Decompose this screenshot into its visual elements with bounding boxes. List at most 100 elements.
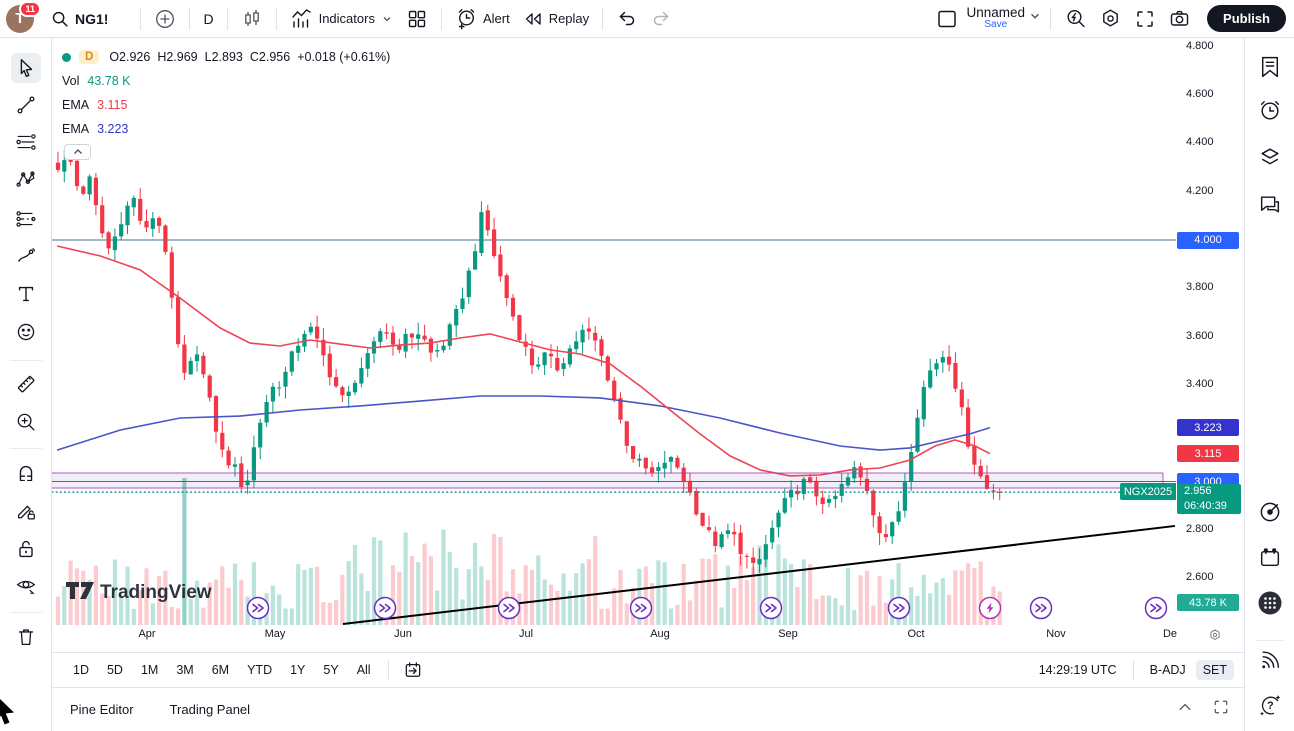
ema-slow-row[interactable]: EMA 3.223 [62, 120, 397, 138]
chart-style-button[interactable] [235, 4, 269, 34]
undo-button[interactable] [610, 4, 644, 34]
layout-name-block[interactable]: Unnamed Save [967, 5, 1026, 31]
streams-signal-icon[interactable] [1257, 648, 1282, 673]
zoom-in-tool[interactable] [11, 407, 41, 437]
skip-forward-marker[interactable] [759, 596, 783, 620]
emoji-tool[interactable] [11, 317, 41, 347]
layout-grid-button[interactable] [400, 4, 434, 34]
add-symbol-button[interactable] [148, 4, 182, 34]
skip-forward-marker[interactable] [629, 596, 653, 620]
ema-slow-line[interactable] [56, 395, 991, 451]
range-button-1y[interactable]: 1Y [290, 663, 306, 677]
range-button-1d[interactable]: 1D [73, 663, 89, 677]
fib-retracement-tool[interactable] [11, 127, 41, 157]
alerts-clock-icon[interactable] [1257, 99, 1282, 124]
snapshot-button[interactable] [1162, 3, 1197, 34]
candles [55, 149, 1002, 575]
range-button-all[interactable]: All [356, 663, 371, 677]
magnet-tool[interactable] [11, 458, 41, 488]
remove-drawings-tool[interactable] [11, 622, 41, 652]
volume-badge: 43.78 K [1177, 594, 1239, 611]
adjustment-button[interactable]: B-ADJ [1149, 663, 1186, 677]
pine-editor-tab[interactable]: Pine Editor [70, 702, 134, 717]
volume-row[interactable]: Vol 43.78 K [62, 72, 397, 90]
range-button-5d[interactable]: 5D [106, 663, 123, 677]
hotlists-icon[interactable] [1257, 500, 1282, 525]
trend-line-drawing[interactable] [342, 524, 1176, 625]
chart-pane[interactable]: TradingView D O2.926 H2.969 L2.893 C2.956 +0… [52, 38, 1244, 652]
interval-button[interactable]: D [197, 7, 219, 31]
ema-fast-row[interactable]: EMA 3.115 [62, 96, 397, 114]
fullscreen-button[interactable] [1128, 4, 1162, 34]
watchlist-icon[interactable] [1257, 55, 1282, 80]
maximize-panel-icon[interactable] [1212, 698, 1230, 721]
ema-fast-line[interactable] [56, 245, 991, 477]
hide-drawings-tool[interactable] [11, 571, 41, 601]
object-tree-icon[interactable] [1257, 145, 1282, 170]
skip-forward-marker[interactable] [1144, 596, 1168, 620]
settings-button[interactable] [1093, 3, 1128, 34]
trend-line-tool[interactable] [11, 90, 41, 120]
layout-square-icon [935, 7, 959, 31]
apps-menu-icon[interactable] [1256, 590, 1283, 617]
brush-tool[interactable] [11, 241, 41, 271]
gear-icon [1099, 7, 1122, 30]
cursor-tool[interactable] [10, 53, 41, 83]
publish-button[interactable]: Publish [1207, 5, 1286, 32]
redo-button[interactable] [644, 4, 678, 34]
drawing-mode-lock-tool[interactable] [11, 496, 41, 526]
lock-all-tool[interactable] [11, 534, 41, 564]
quick-search-button[interactable] [1058, 3, 1093, 34]
chevron-down-icon[interactable] [1027, 8, 1043, 29]
undo-icon [616, 8, 638, 30]
main-series-row[interactable]: D O2.926 H2.969 L2.893 C2.956 +0.018 (+0.61%… [62, 48, 397, 66]
clock[interactable]: 14:29:19 UTC [1038, 663, 1117, 677]
range-button-ytd[interactable]: YTD [247, 663, 273, 677]
symbol-search-button[interactable]: NG1! [44, 5, 114, 33]
text-tool[interactable] [11, 279, 41, 309]
measure-tool[interactable] [11, 369, 41, 399]
range-button-3m[interactable]: 3M [176, 663, 194, 677]
price-channel-fill[interactable] [52, 473, 1163, 489]
range-button-1m[interactable]: 1M [140, 663, 159, 677]
price-badge: 3.223 [1177, 419, 1239, 437]
skip-forward-marker[interactable] [373, 596, 397, 620]
pattern-tool[interactable] [11, 165, 41, 195]
indicators-button[interactable]: Indicators [284, 4, 400, 34]
camera-icon [1168, 7, 1191, 30]
divider [1132, 660, 1134, 680]
alert-button[interactable]: Alert [449, 3, 516, 34]
range-button-5y[interactable]: 5Y [323, 663, 339, 677]
skip-forward-marker[interactable] [497, 596, 521, 620]
open-panel-chevron-icon[interactable] [1176, 698, 1194, 721]
replay-button[interactable]: Replay [516, 4, 595, 34]
axis-settings-gear-icon[interactable] [1208, 628, 1222, 645]
chat-icon[interactable] [1257, 193, 1282, 218]
help-icon[interactable]: ? [1257, 692, 1283, 718]
ema-slow-value: 3.223 [97, 122, 129, 136]
volume-label: Vol [62, 74, 80, 88]
price-chart[interactable]: TradingView [52, 38, 1176, 652]
skip-forward-marker[interactable] [1029, 596, 1053, 620]
month-label: De [1162, 628, 1178, 640]
skip-forward-marker[interactable] [246, 596, 270, 620]
layout-select-button[interactable] [929, 3, 965, 35]
calendar-icon[interactable] [1257, 546, 1282, 571]
projection-tool[interactable] [11, 204, 41, 234]
event-lightning-marker[interactable] [978, 596, 1002, 620]
session-button[interactable]: SET [1195, 660, 1234, 680]
price-axis[interactable]: 4.800 4.600 4.400 4.200 3.800 3.600 3.400 2.800… [1176, 38, 1244, 652]
user-avatar[interactable]: T 11 [6, 0, 41, 33]
goto-date-icon[interactable] [399, 658, 427, 682]
close-value: C2.956 [249, 50, 291, 64]
legend-collapse-button[interactable] [64, 144, 91, 160]
countdown-timer: 06:40:39 [1184, 499, 1227, 512]
trading-panel-tab[interactable]: Trading Panel [169, 702, 251, 717]
save-label[interactable]: Save [984, 19, 1008, 31]
month-label: May [264, 628, 286, 640]
lightning-search-icon [1064, 7, 1087, 30]
time-axis[interactable]: Apr May Jun Jul Aug Sep Oct Nov De [52, 628, 1178, 648]
toolbar-divider [10, 612, 42, 613]
skip-forward-marker[interactable] [887, 596, 911, 620]
range-button-6m[interactable]: 6M [211, 663, 230, 677]
